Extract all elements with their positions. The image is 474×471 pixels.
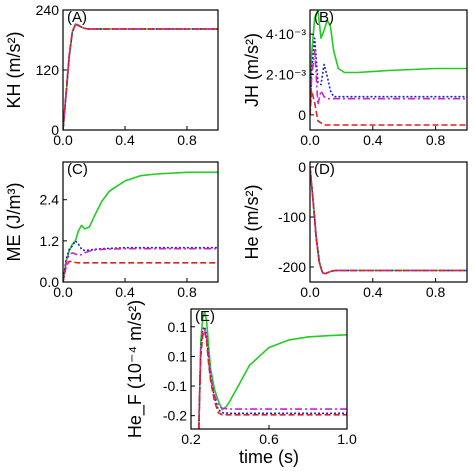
x-tick-label: 0.4 xyxy=(115,284,135,300)
series-line-4 xyxy=(310,89,467,126)
series-line-3 xyxy=(63,247,218,282)
x-tick-label: 0.4 xyxy=(115,132,135,148)
series-line-3 xyxy=(198,328,347,429)
x-tick-label: 0.8 xyxy=(426,132,446,148)
series-line-2 xyxy=(63,23,218,130)
panel-label: (A) xyxy=(67,9,87,26)
x-tick-label: 0.8 xyxy=(177,284,197,300)
x-tick-label: 0.4 xyxy=(363,284,383,300)
series-line-1 xyxy=(63,23,218,130)
y-tick-label: 4·10⁻³ xyxy=(266,26,306,42)
panel-label: (D) xyxy=(314,161,335,178)
panel-b: 0.0 0.4 0.8 0 2·10⁻³ 4·10⁻³ (B) JH (m/s²) xyxy=(242,9,468,148)
y-tick-label: 0 xyxy=(298,159,306,175)
x-tick-label: 0.6 xyxy=(259,431,279,447)
x-tick-label: 0.0 xyxy=(300,284,320,300)
series-line-4 xyxy=(198,330,347,429)
y-tick-label: 0 xyxy=(298,107,306,123)
series-line-3 xyxy=(63,23,218,130)
panel-label: (B) xyxy=(314,9,334,26)
plot-frame xyxy=(62,161,219,283)
y-tick-label: 2·10⁻³ xyxy=(266,67,306,83)
plot-frame xyxy=(309,9,468,131)
y-tick-label: -0.2 xyxy=(163,408,187,424)
y-tick-label: -200 xyxy=(278,259,306,275)
plot-frame xyxy=(309,161,468,283)
series-line-3 xyxy=(310,166,467,275)
series-line-2 xyxy=(63,240,218,282)
series-line-4 xyxy=(310,166,467,275)
y-tick-label: 0 xyxy=(51,122,59,138)
y-axis-label: He_F (10⁻⁴ m/s²) xyxy=(125,300,146,438)
x-tick-label: 0.2 xyxy=(181,431,201,447)
y-tick-label: -0.1 xyxy=(163,378,187,394)
x-axis-label: time (s) xyxy=(239,447,299,467)
plot-frame xyxy=(190,308,348,430)
y-axis-label: JH (m/s²) xyxy=(242,33,262,107)
series-line-2 xyxy=(310,37,467,115)
y-axis-label: ME (J/m³) xyxy=(4,183,24,262)
x-tick-label: 0.0 xyxy=(53,284,73,300)
y-axis-label: He (m/s²) xyxy=(242,185,262,260)
series-line-2 xyxy=(310,166,467,275)
x-tick-label: 0.8 xyxy=(177,132,197,148)
y-axis-label: KH (m/s²) xyxy=(4,32,24,109)
y-tick-label: 1.2 xyxy=(40,233,60,249)
x-tick-label: 0.8 xyxy=(426,284,446,300)
x-tick-label: 0.4 xyxy=(363,132,383,148)
x-tick-label: 0.0 xyxy=(53,132,73,148)
series-line-1 xyxy=(310,10,467,115)
panel-label: (C) xyxy=(67,161,88,178)
x-tick-label: 1.0 xyxy=(337,431,357,447)
y-tick-label: 120 xyxy=(36,62,60,78)
y-tick-label: -100 xyxy=(278,209,306,225)
panel-a: 0.0 0.4 0.8 0 120 240 (A) KH (m/s²) xyxy=(4,2,219,148)
panel-e: 0.2 0.6 1.0 -0.2 -0.1 0.1 0.1 (E) He_F (10⁻⁴ m/s… xyxy=(125,300,357,467)
y-tick-label: 0.1 xyxy=(168,348,188,364)
y-tick-label: 0.0 xyxy=(40,274,60,290)
series-line-1 xyxy=(310,166,467,275)
series-line-4 xyxy=(63,23,218,130)
panel-d: 0.0 0.4 0.8 0 -100 -200 (D) He (m/s²) xyxy=(242,159,468,300)
panel-c: 0.0 0.4 0.8 0.0 1.2 2.4 (C) ME (J/m³) xyxy=(4,161,219,300)
panel-label: (E) xyxy=(195,308,215,325)
x-tick-label: 0.0 xyxy=(300,132,320,148)
series-line-1 xyxy=(63,171,218,282)
y-tick-label: 2.4 xyxy=(40,192,60,208)
y-tick-label: 240 xyxy=(36,2,60,18)
series-line-3 xyxy=(310,49,467,115)
series-line-4 xyxy=(63,260,218,282)
series-line-1 xyxy=(198,311,347,429)
y-tick-label: 0.1 xyxy=(168,319,188,335)
